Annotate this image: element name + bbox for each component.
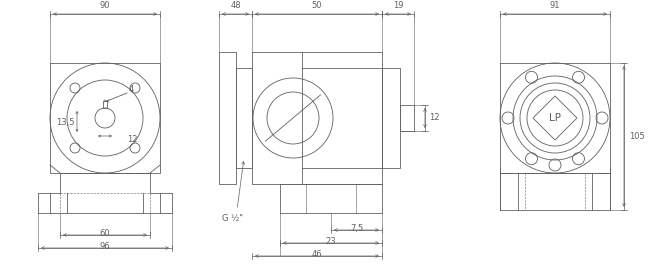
Text: 13,5: 13,5 bbox=[56, 119, 74, 128]
Text: LP: LP bbox=[549, 113, 561, 123]
Text: 23: 23 bbox=[326, 237, 336, 246]
Text: 50: 50 bbox=[312, 1, 322, 10]
Text: 46: 46 bbox=[312, 250, 322, 259]
Text: 12: 12 bbox=[429, 114, 439, 122]
Text: 4: 4 bbox=[129, 86, 135, 95]
Text: 7,5: 7,5 bbox=[350, 224, 363, 233]
Text: 12: 12 bbox=[127, 136, 138, 144]
Text: G ½": G ½" bbox=[222, 214, 242, 223]
Text: 91: 91 bbox=[550, 1, 560, 10]
Text: 19: 19 bbox=[393, 1, 403, 10]
Text: 48: 48 bbox=[230, 1, 240, 10]
Text: 96: 96 bbox=[99, 242, 111, 251]
Text: 90: 90 bbox=[99, 1, 111, 10]
Text: 60: 60 bbox=[99, 229, 111, 238]
Text: 105: 105 bbox=[629, 132, 645, 141]
